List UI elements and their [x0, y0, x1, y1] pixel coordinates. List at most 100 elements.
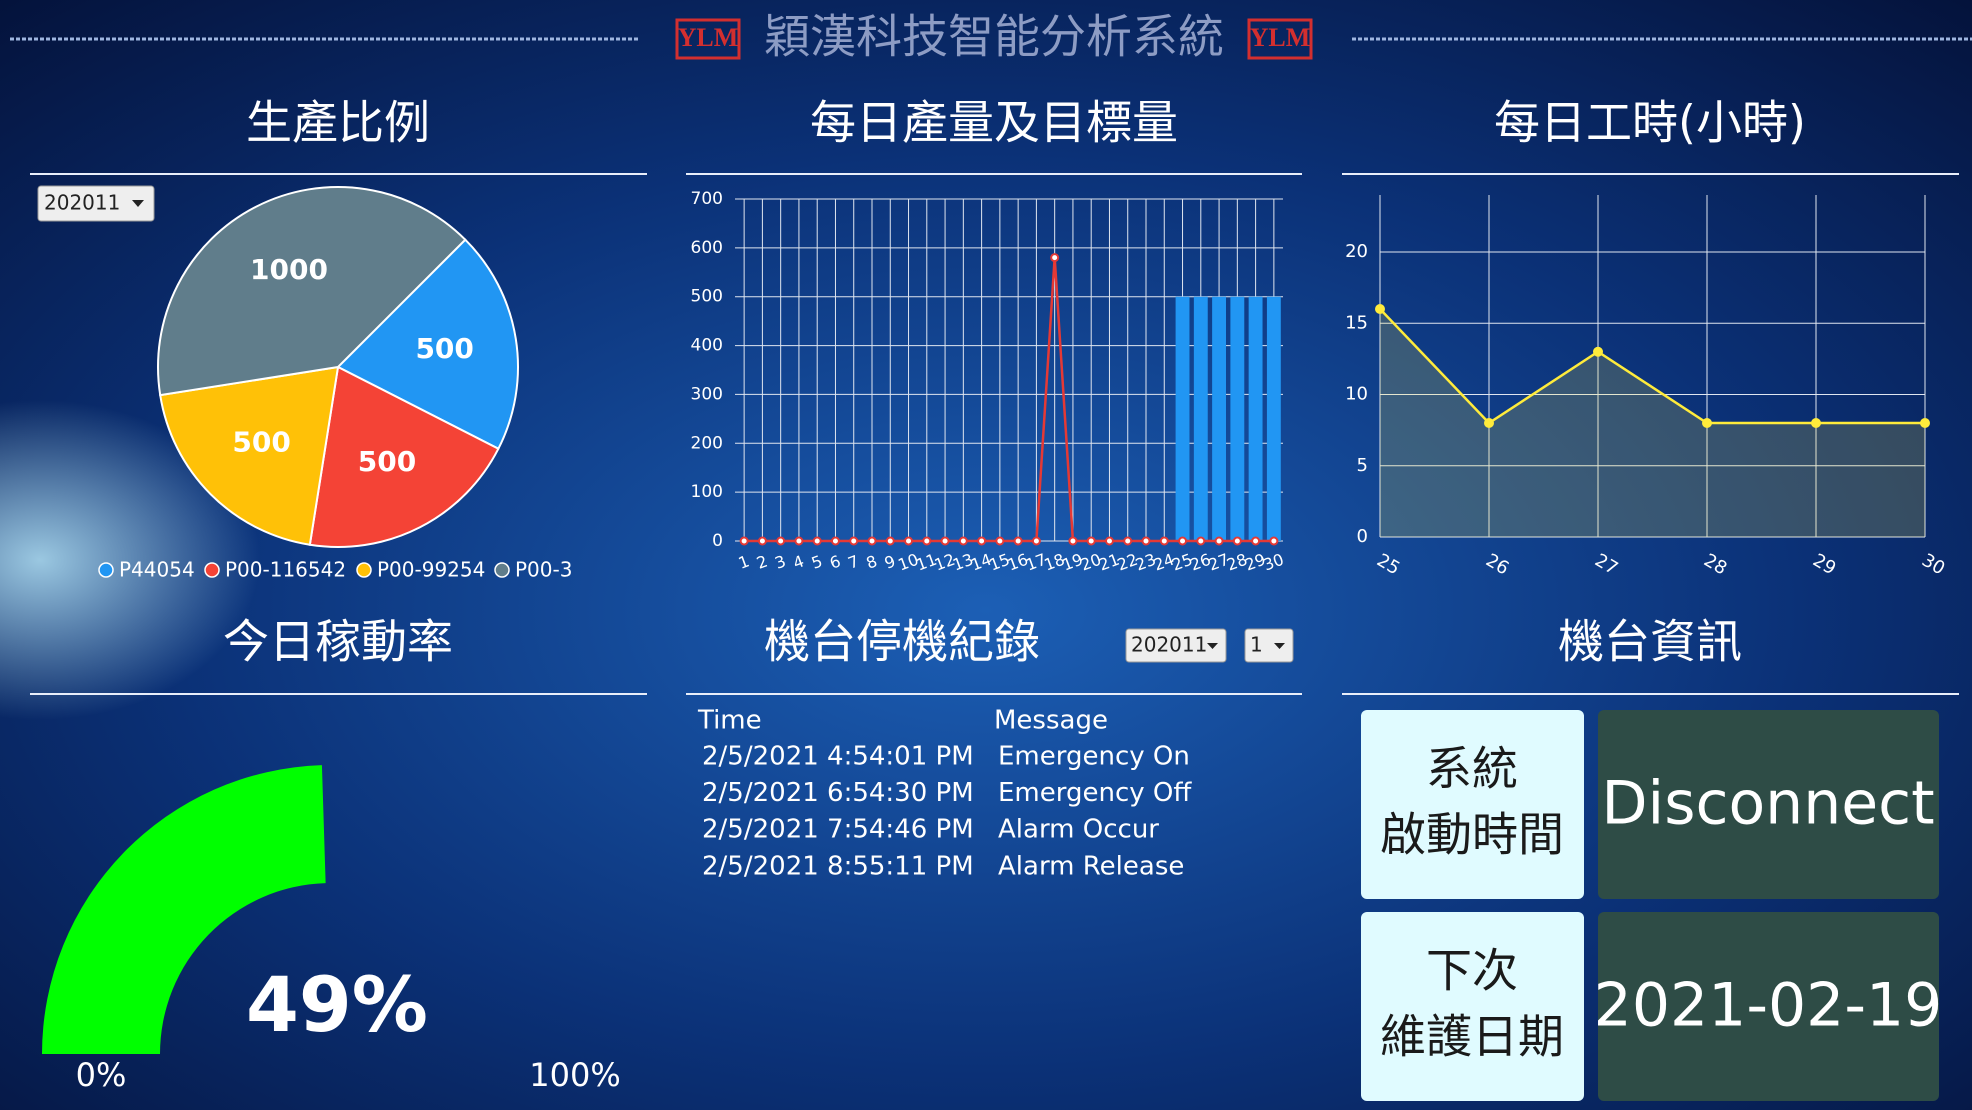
bar — [1266, 296, 1281, 541]
line-point — [830, 536, 840, 546]
line-point — [794, 536, 804, 546]
table-header: Message — [994, 706, 1108, 736]
select-arrow — [1207, 643, 1218, 649]
info-label: 維護日期 — [1380, 1010, 1564, 1064]
line-point — [995, 536, 1005, 546]
machine-select[interactable] — [1244, 628, 1294, 663]
legend-label: P00-116542 — [225, 558, 346, 582]
panel-title: 每日工時(小時) — [1494, 96, 1806, 150]
y-tick-label: 400 — [691, 336, 723, 356]
info-label: 下次 — [1426, 944, 1518, 998]
y-tick-label: 500 — [691, 287, 723, 307]
bar — [1193, 296, 1208, 541]
line-point — [1920, 418, 1930, 428]
table-header: Time — [697, 706, 762, 736]
info-label: 啟動時間 — [1380, 808, 1564, 862]
month-select[interactable] — [1125, 628, 1227, 663]
table-cell: Alarm Occur — [998, 815, 1159, 845]
legend-label: P44054 — [119, 558, 195, 582]
y-tick-label: 15 — [1345, 312, 1368, 333]
glow — [0, 400, 260, 720]
line-point — [739, 536, 749, 546]
pie-slice — [157, 186, 467, 397]
line-point — [1086, 536, 1096, 546]
line-point — [1159, 536, 1169, 546]
select-value: 1 — [1250, 633, 1263, 657]
line-point — [867, 536, 877, 546]
line-point — [885, 536, 895, 546]
line-point — [1178, 536, 1188, 546]
legend-label: P00-3 — [515, 558, 572, 582]
line-point — [1104, 536, 1114, 546]
month-select[interactable] — [37, 185, 155, 222]
table-cell: 2/5/2021 6:54:30 PM — [702, 778, 974, 808]
gauge-arc — [42, 765, 326, 1054]
line-point — [1702, 418, 1712, 428]
legend-label: P00-99254 — [377, 558, 485, 582]
y-tick-label: 300 — [691, 384, 723, 404]
underlines — [30, 173, 1959, 695]
slice-label: 500 — [358, 445, 416, 478]
logo: YLM — [1250, 23, 1311, 52]
line-point — [1251, 536, 1261, 546]
line-point — [1196, 536, 1206, 546]
legend-swatch — [204, 562, 220, 578]
slice-label: 500 — [415, 332, 473, 365]
logo-box — [675, 18, 741, 60]
panel-title: 今日稼動率 — [223, 615, 453, 669]
info-value: 2021-02-19 — [1594, 971, 1943, 1041]
line-point — [1484, 418, 1494, 428]
line-point — [1123, 536, 1133, 546]
line-point — [757, 536, 767, 546]
table-cell: Emergency On — [998, 742, 1190, 772]
slice-label: 500 — [232, 425, 290, 458]
line-point — [1811, 418, 1821, 428]
line-point — [1050, 253, 1060, 263]
select-value: 202011 — [44, 191, 120, 215]
gauge-tick-label: 100% — [529, 1056, 620, 1094]
y-tick-label: 700 — [691, 189, 723, 209]
slice-label: 1000 — [250, 253, 328, 286]
y-tick-label: 0 — [712, 531, 723, 551]
y-tick-label: 10 — [1345, 384, 1368, 405]
select-arrow — [132, 200, 144, 207]
area — [1380, 309, 1925, 537]
bar — [1212, 296, 1227, 541]
bar — [1175, 296, 1190, 541]
bar — [1248, 296, 1263, 541]
line-point — [1593, 346, 1603, 357]
legend-swatch — [356, 562, 372, 578]
y-tick-label: 200 — [691, 433, 723, 453]
legend-swatch — [98, 562, 114, 578]
info-label-box — [1361, 710, 1584, 899]
y-tick-label: 600 — [691, 238, 723, 258]
legend-swatch — [494, 562, 510, 578]
table-cell: 2/5/2021 7:54:46 PM — [702, 815, 974, 845]
panel-title: 機台停機紀錄 — [764, 615, 1040, 669]
logo-box — [1247, 18, 1313, 60]
pie-slice — [336, 238, 519, 451]
line-point — [922, 536, 932, 546]
info-value-box — [1598, 912, 1939, 1101]
line-point — [940, 536, 950, 546]
line-point — [1141, 536, 1151, 546]
panel-title: 每日產量及目標量 — [810, 96, 1178, 150]
line-point — [1214, 536, 1224, 546]
line-point — [849, 536, 859, 546]
line-point — [958, 536, 968, 546]
info-value-box — [1598, 710, 1939, 899]
y-tick-label: 20 — [1345, 241, 1368, 262]
table-cell: Emergency Off — [998, 778, 1192, 808]
line-point — [1013, 536, 1023, 546]
table-cell: Alarm Release — [998, 851, 1184, 881]
select-value: 202011 — [1131, 633, 1207, 657]
select-arrow — [1274, 643, 1285, 649]
info-label-box — [1361, 912, 1584, 1101]
line-point — [812, 536, 822, 546]
table-cell: 2/5/2021 8:55:11 PM — [702, 851, 974, 881]
line — [1379, 308, 1925, 425]
bar — [1230, 296, 1245, 541]
y-tick-label: 0 — [1357, 526, 1368, 547]
